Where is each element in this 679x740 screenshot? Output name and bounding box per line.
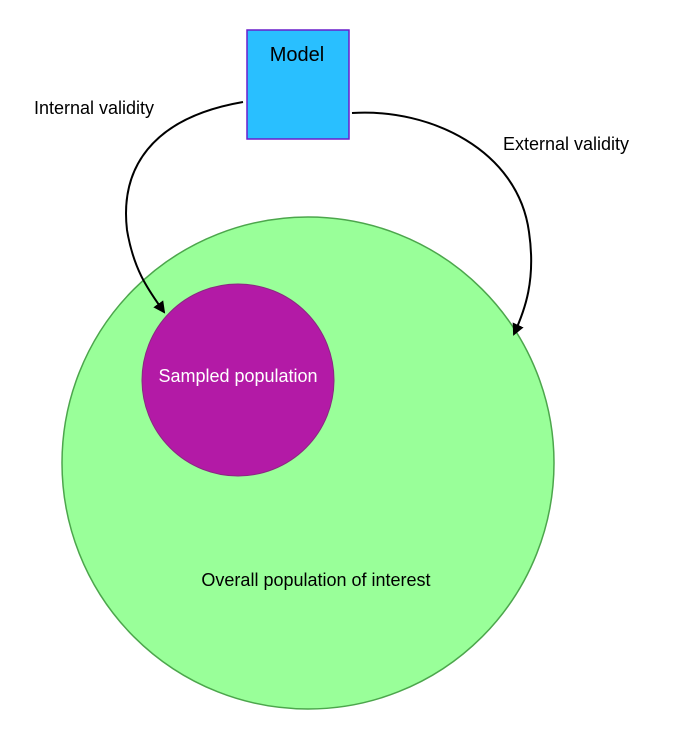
external-validity-label: External validity xyxy=(503,134,629,154)
sampled-population-label: Sampled population xyxy=(158,366,317,386)
overall-population-circle xyxy=(61,216,555,710)
model-label: Model xyxy=(270,44,324,66)
overall-population-label: Overall population of interest xyxy=(201,570,430,590)
model-box xyxy=(246,29,350,140)
sampled-population-circle xyxy=(141,283,335,477)
internal-validity-arrow xyxy=(125,101,244,314)
external-validity-arrow xyxy=(351,111,533,336)
internal-validity-label: Internal validity xyxy=(34,98,154,118)
